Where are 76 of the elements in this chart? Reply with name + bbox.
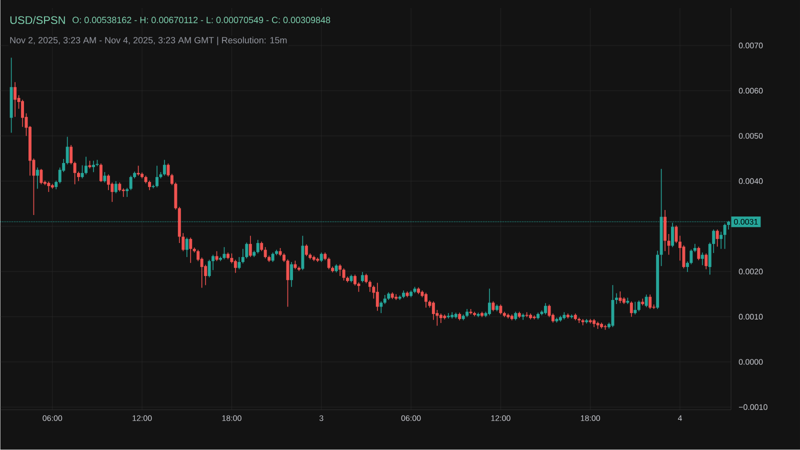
candlestick <box>674 225 678 244</box>
candlestick <box>264 246 267 259</box>
candlestick <box>301 235 304 271</box>
candlestick <box>338 264 342 277</box>
candlestick <box>114 180 118 194</box>
candlestick <box>342 268 346 282</box>
candlestick <box>290 262 293 288</box>
candlestick <box>704 253 708 270</box>
candlestick <box>664 210 667 252</box>
candlestick <box>432 301 435 320</box>
candlestick <box>644 294 648 308</box>
candlestick <box>129 175 132 191</box>
candlestick <box>618 291 622 304</box>
candlestick <box>14 82 17 118</box>
candlestick <box>234 259 237 274</box>
candlestick <box>73 161 76 185</box>
candlestick <box>70 144 73 165</box>
candlestick <box>368 280 372 292</box>
candlestick <box>614 292 618 305</box>
candlestick <box>648 294 652 310</box>
candlestick <box>185 237 188 258</box>
candlestick <box>156 165 158 188</box>
candlestick <box>166 163 170 178</box>
candlestick <box>238 256 241 270</box>
candlestick <box>126 188 129 198</box>
candlestick <box>630 301 633 318</box>
candlestick <box>271 252 274 263</box>
candlestick <box>162 160 166 176</box>
text: Nov 2, 2025, 3:23 AM - Nov 4, 2025, 3:23 AM GMT | Resolution: 15m <box>10 36 287 46</box>
candlestick <box>697 246 700 261</box>
candlestick <box>360 272 364 283</box>
candlestick <box>66 136 69 165</box>
candlestick <box>122 188 125 198</box>
candlestick <box>21 99 24 128</box>
candlestick <box>99 163 102 182</box>
candlestick <box>376 282 379 312</box>
candlestick <box>364 273 368 284</box>
candlestick <box>148 180 152 191</box>
candlestick <box>578 317 581 324</box>
annotation: O: 0.00538162 - H: 0.00670112 - L: 0.00070549 - C: 0.00309848 <box>72 16 330 24</box>
candlestick <box>215 250 218 262</box>
candlestick <box>716 229 719 248</box>
candlestick <box>304 244 308 257</box>
candlestick <box>118 182 122 192</box>
candlestick <box>136 165 140 176</box>
candlestick <box>720 231 723 250</box>
candlestick <box>634 301 637 315</box>
candlestick <box>637 300 640 312</box>
candlestick <box>488 288 491 316</box>
candlestick <box>492 301 495 312</box>
candlestick <box>106 174 110 191</box>
candlestick <box>189 237 192 264</box>
candlestick <box>353 274 356 286</box>
candlestick <box>700 252 704 266</box>
candlestick <box>499 304 502 315</box>
candlestick <box>40 168 43 185</box>
candlestick <box>84 156 88 175</box>
candlestick <box>248 235 252 258</box>
candlestick <box>230 253 234 264</box>
candlestick <box>103 172 106 183</box>
candlestick <box>548 304 551 318</box>
text: USD/SPSN <box>10 16 65 24</box>
candlestick <box>380 301 383 314</box>
candlestick <box>260 241 264 252</box>
candlestick <box>47 181 50 192</box>
candlestick <box>208 259 211 278</box>
candlestick <box>222 246 226 260</box>
candlestick <box>327 257 330 270</box>
candlestick <box>36 167 39 190</box>
candlestick <box>439 313 442 324</box>
candlestick <box>256 240 260 254</box>
candlestick <box>667 234 670 256</box>
candlestick <box>544 302 547 315</box>
candlestick <box>424 292 428 308</box>
candlestick <box>320 252 323 263</box>
candlestick <box>383 294 386 305</box>
